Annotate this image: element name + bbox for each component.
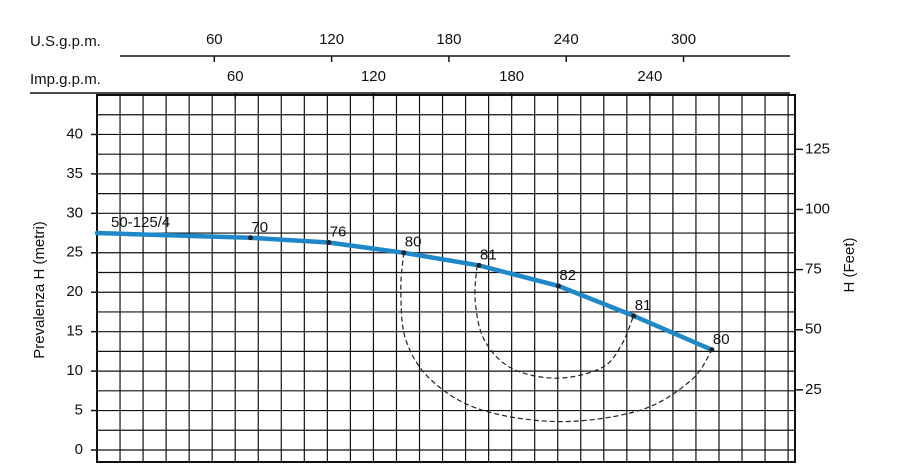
efficiency-label: 80 [405,234,422,251]
x-tick-label: 60 [206,31,223,48]
y-tick-label: 15 [66,323,83,340]
x-tick-label: 120 [319,31,344,48]
y-tick-label: 25 [66,244,83,261]
efficiency-label: 80 [713,331,730,348]
x2-tick-label: 60 [227,68,244,85]
y2-axis-label: H (Feet) [841,237,858,292]
efficiency-label: 81 [635,297,652,314]
efficiency-point [247,235,253,241]
y-tick-label: 10 [66,362,83,379]
efficiency-point [326,240,332,246]
x-tick-label: 180 [436,31,461,48]
y-tick-label: 0 [75,441,83,458]
efficiency-label: 82 [559,267,576,284]
y2-tick-label: 100 [805,200,830,217]
y-tick-label: 40 [66,125,83,142]
x2-tick-label: 180 [499,68,524,85]
y-tick-label: 5 [75,402,83,419]
y2-tick-label: 25 [805,381,822,398]
efficiency-point [709,347,715,353]
y2-tick-label: 50 [805,321,822,338]
efficiency-curve [474,265,635,379]
efficiency-label: 81 [480,246,497,263]
efficiency-label: 70 [251,219,268,236]
y-tick-label: 35 [66,165,83,182]
curve-name: 50-125/4 [111,214,170,231]
y2-tick-label: 75 [805,261,822,278]
efficiency-point [555,283,561,289]
x2-tick-label: 120 [361,68,386,85]
efficiency-point [476,262,482,268]
x-axis-label: U.S.g.p.m. [30,33,101,50]
efficiency-point [631,313,637,319]
x2-axis-label: Imp.g.p.m. [30,71,101,88]
y-axis-label: Prevalenza H (metri) [31,221,48,359]
x-tick-label: 300 [671,31,696,48]
x-tick-label: 240 [554,31,579,48]
x2-tick-label: 240 [637,68,662,85]
y2-tick-label: 125 [805,140,830,157]
plot-frame [96,94,796,463]
y-tick-label: 20 [66,283,83,300]
y-tick-label: 30 [66,204,83,221]
pump-curve [94,230,715,353]
efficiency-curve [400,252,713,423]
efficiency-label: 76 [330,223,347,240]
efficiency-point [401,250,407,256]
